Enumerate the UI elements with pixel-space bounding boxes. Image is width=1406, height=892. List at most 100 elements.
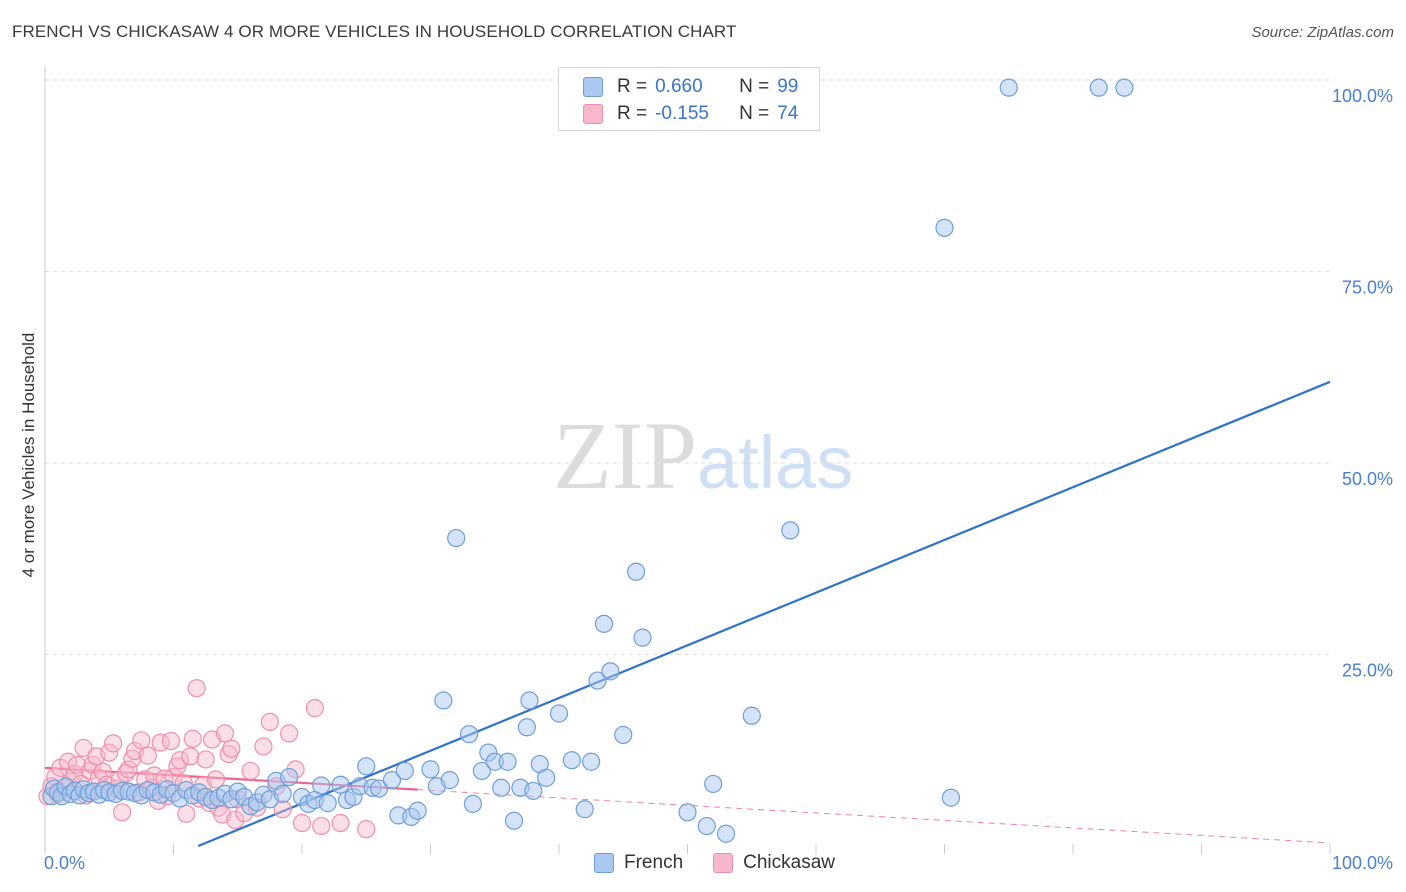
chickasaw-legend-swatch [713, 853, 734, 873]
y-tick-label: 75.0% [1342, 278, 1393, 298]
watermark-zip: ZIP [553, 402, 697, 509]
chickasaw-point [183, 729, 202, 748]
bottom-legend-french[interactable]: French [594, 852, 683, 874]
french-point [504, 811, 524, 830]
legend-row-chickasaw: R = -0.155 N = 74 [583, 101, 798, 127]
french-point [395, 761, 414, 781]
french-trendline [197, 380, 1331, 848]
french-point [697, 816, 716, 836]
french-point [312, 776, 331, 795]
french-point [421, 760, 440, 779]
chickasaw-point [254, 737, 273, 756]
x-tick-label: 100.0% [1332, 853, 1393, 873]
french-point [382, 771, 402, 790]
french-point [440, 771, 459, 790]
chickasaw-point [280, 724, 299, 743]
legend-n-value-french: 99 [777, 76, 799, 97]
legend-r-label-french: R = [617, 76, 648, 97]
bottom-legend: French Chickasaw [594, 852, 865, 874]
chickasaw-point [74, 738, 93, 758]
legend-r-value-french: 0.660 [655, 76, 703, 97]
french-point [472, 761, 491, 781]
grid [45, 79, 1330, 655]
french-point [370, 779, 389, 798]
source-label: Source: ZipAtlas.com [1251, 24, 1394, 41]
chickasaw-point [187, 679, 206, 698]
french-point [498, 752, 517, 771]
y-tick-label: 100.0% [1332, 86, 1393, 106]
french-point [941, 788, 961, 807]
chickasaw-point [215, 724, 234, 743]
french-point [549, 704, 569, 723]
chickasaw-point [331, 813, 350, 833]
chickasaw-trendline-dashed [417, 789, 1331, 844]
french-points [42, 78, 1134, 843]
chickasaw-point [196, 750, 215, 769]
chickasaw-swatch [583, 104, 603, 124]
french-point [517, 718, 536, 737]
chickasaw-point [292, 813, 312, 833]
french-point [614, 725, 633, 745]
bottom-legend-french-label: French [624, 852, 684, 873]
french-point [408, 801, 427, 820]
french-legend-swatch [594, 853, 614, 873]
french-point [678, 803, 697, 822]
chickasaw-point [241, 761, 260, 781]
bottom-legend-chickasaw[interactable]: Chickasaw [713, 852, 835, 874]
legend-row-french: R = 0.660 N = 99 [583, 74, 798, 100]
french-point [704, 774, 723, 794]
chickasaw-point [226, 810, 245, 830]
french-point [562, 751, 581, 770]
french-point [357, 757, 376, 776]
french-point [633, 628, 652, 647]
axes: 25.0% 50.0% 75.0% 100.0% 0.0% 100.0% [44, 66, 1393, 873]
french-point [434, 691, 453, 710]
french-point [331, 775, 350, 794]
chart-title: FRENCH VS CHICKASAW 4 OR MORE VEHICLES I… [12, 22, 737, 41]
french-point [575, 800, 594, 819]
y-axis-label: 4 or more Vehicles in Household [19, 333, 38, 578]
french-point [626, 562, 646, 581]
chickasaw-point [206, 770, 226, 789]
chickasaw-point [119, 760, 138, 779]
chickasaw-point [312, 816, 331, 836]
legend-r-value-chickasaw: -0.155 [655, 103, 709, 124]
legend-n-label-chickasaw: N = [739, 103, 770, 124]
french-point [492, 778, 511, 797]
french-point [742, 706, 761, 725]
chickasaw-point [161, 731, 181, 751]
chickasaw-point [222, 739, 241, 758]
trendlines [44, 380, 1331, 848]
watermark: ZIPatlas [553, 400, 853, 511]
french-point [594, 614, 614, 633]
french-point [781, 521, 800, 540]
french-point [447, 528, 466, 548]
french-point [280, 767, 299, 787]
bottom-legend-chickasaw-label: Chickasaw [743, 852, 836, 873]
french-point [318, 794, 337, 813]
french-point [601, 662, 620, 681]
french-point [520, 691, 539, 710]
french-point [463, 794, 483, 813]
french-point [459, 725, 479, 744]
chickasaw-point [100, 743, 119, 762]
french-point [999, 78, 1018, 97]
french-point [716, 824, 736, 843]
chickasaw-point [112, 803, 132, 822]
chickasaw-points [38, 679, 376, 839]
legend-n-value-chickasaw: 74 [777, 103, 799, 124]
french-point [1115, 78, 1134, 97]
y-tick-label: 25.0% [1342, 661, 1393, 681]
chickasaw-point [357, 820, 376, 839]
chickasaw-point [104, 734, 123, 753]
chickasaw-point [305, 699, 324, 718]
legend-n-label-french: N = [739, 76, 770, 97]
chickasaw-point [260, 712, 279, 732]
chickasaw-point [177, 804, 196, 823]
french-point [537, 768, 556, 787]
french-point [1089, 78, 1108, 97]
chickasaw-point [132, 731, 151, 750]
french-point [524, 781, 543, 800]
chickasaw-point [138, 746, 157, 765]
